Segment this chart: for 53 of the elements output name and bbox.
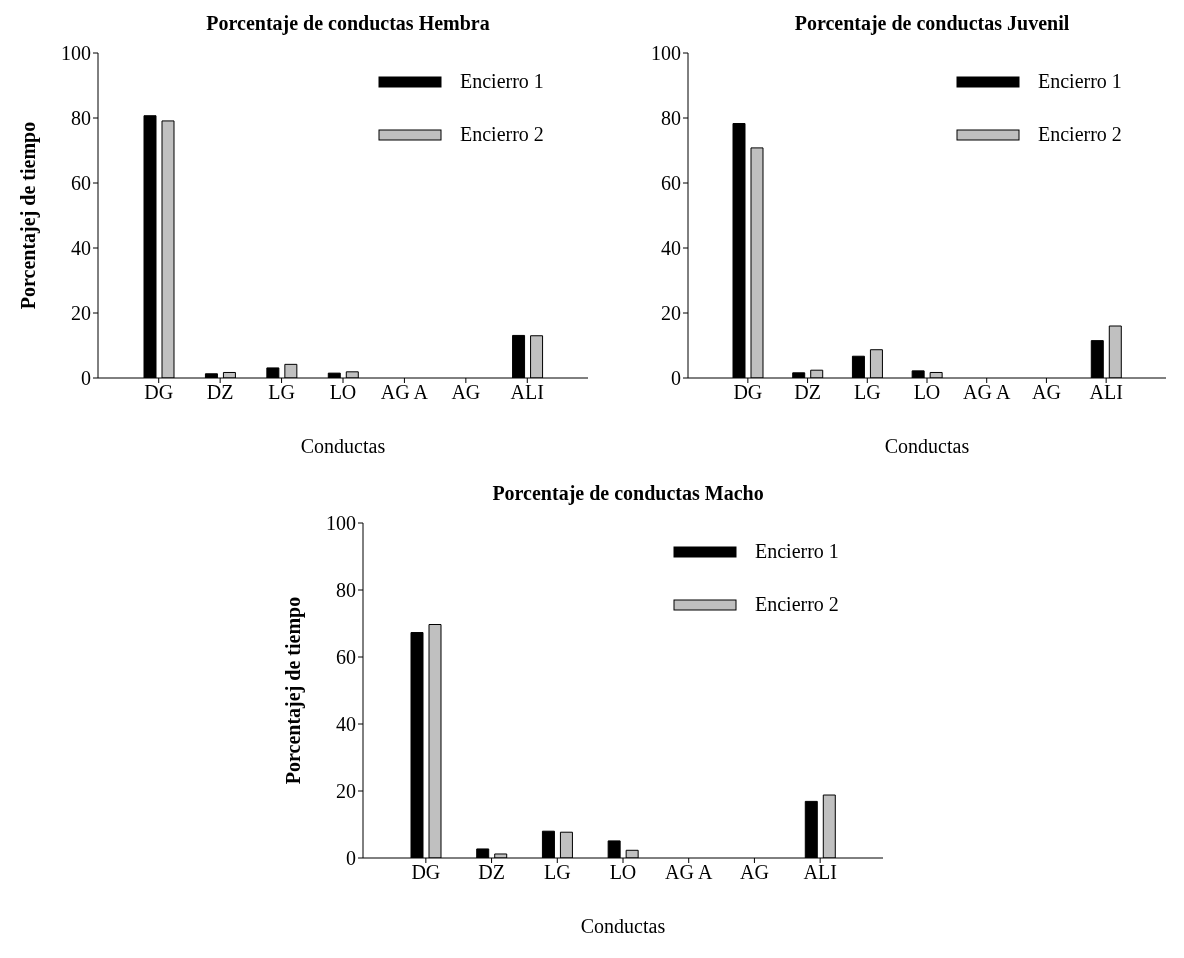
x-tick-label: AG A bbox=[665, 861, 713, 884]
x-axis-title: Conductas bbox=[300, 435, 386, 457]
x-tick-label: LG bbox=[268, 381, 295, 404]
y-axis-title: Porcentajej de tiempo bbox=[282, 596, 306, 785]
x-tick-label: LO bbox=[329, 381, 357, 404]
legend-label: Encierro 2 bbox=[755, 593, 839, 616]
x-tick-label: DG bbox=[733, 381, 763, 404]
y-tick-label: 80 bbox=[336, 579, 356, 602]
y-tick-label: 60 bbox=[71, 172, 91, 195]
x-tick-label: LG bbox=[853, 381, 881, 404]
y-tick-label: 60 bbox=[336, 646, 356, 669]
legend-label: Encierro 1 bbox=[1038, 70, 1122, 93]
x-tick-label: DZ bbox=[206, 381, 234, 404]
y-tick-label: 80 bbox=[661, 107, 681, 130]
x-tick-label: ALI bbox=[803, 861, 837, 884]
chart-title: Porcentaje de conductas Juvenil bbox=[793, 12, 1071, 35]
legend-label: Encierro 1 bbox=[755, 540, 839, 563]
x-tick-label: AG A bbox=[963, 381, 1011, 404]
x-tick-label: DZ bbox=[478, 861, 505, 884]
y-tick-label: 20 bbox=[661, 302, 681, 325]
x-axis-title: Conductas bbox=[884, 435, 970, 457]
y-tick-label: 100 bbox=[61, 42, 91, 65]
y-tick-label: 20 bbox=[336, 780, 356, 803]
y-axis-title: Porcentajej de tiempo bbox=[17, 121, 41, 310]
y-tick-label: 0 bbox=[671, 367, 681, 390]
chart-title: Porcentaje de conductas Macho bbox=[491, 482, 765, 505]
chart-title: Porcentaje de conductas Hembra bbox=[205, 12, 491, 35]
y-tick-label: 100 bbox=[651, 42, 681, 65]
x-tick-label: ALI bbox=[510, 381, 544, 404]
y-tick-label: 0 bbox=[81, 367, 91, 390]
y-tick-label: 20 bbox=[71, 302, 91, 325]
x-tick-label: ALI bbox=[1089, 381, 1123, 404]
y-tick-label: 100 bbox=[326, 512, 356, 535]
y-tick-label: 60 bbox=[661, 172, 681, 195]
x-tick-label: LO bbox=[913, 381, 941, 404]
x-tick-label: AG bbox=[739, 861, 769, 884]
x-tick-label: AG bbox=[451, 381, 481, 404]
y-tick-label: 40 bbox=[336, 713, 356, 736]
x-axis-title: Conductas bbox=[580, 915, 666, 937]
x-tick-label: LG bbox=[543, 861, 571, 884]
legend-label: Encierro 1 bbox=[460, 70, 544, 93]
x-tick-label: DG bbox=[411, 861, 441, 884]
legend-label: Encierro 2 bbox=[460, 123, 544, 146]
x-tick-label: AG bbox=[1031, 381, 1061, 404]
y-tick-label: 0 bbox=[346, 847, 356, 870]
x-tick-label: AG A bbox=[380, 381, 429, 404]
x-tick-label: DZ bbox=[794, 381, 821, 404]
legend-label: Encierro 2 bbox=[1038, 123, 1122, 146]
x-tick-label: LO bbox=[609, 861, 637, 884]
y-tick-label: 80 bbox=[71, 107, 91, 130]
y-tick-label: 40 bbox=[661, 237, 681, 260]
y-tick-label: 40 bbox=[71, 237, 91, 260]
x-tick-label: DG bbox=[144, 381, 174, 404]
